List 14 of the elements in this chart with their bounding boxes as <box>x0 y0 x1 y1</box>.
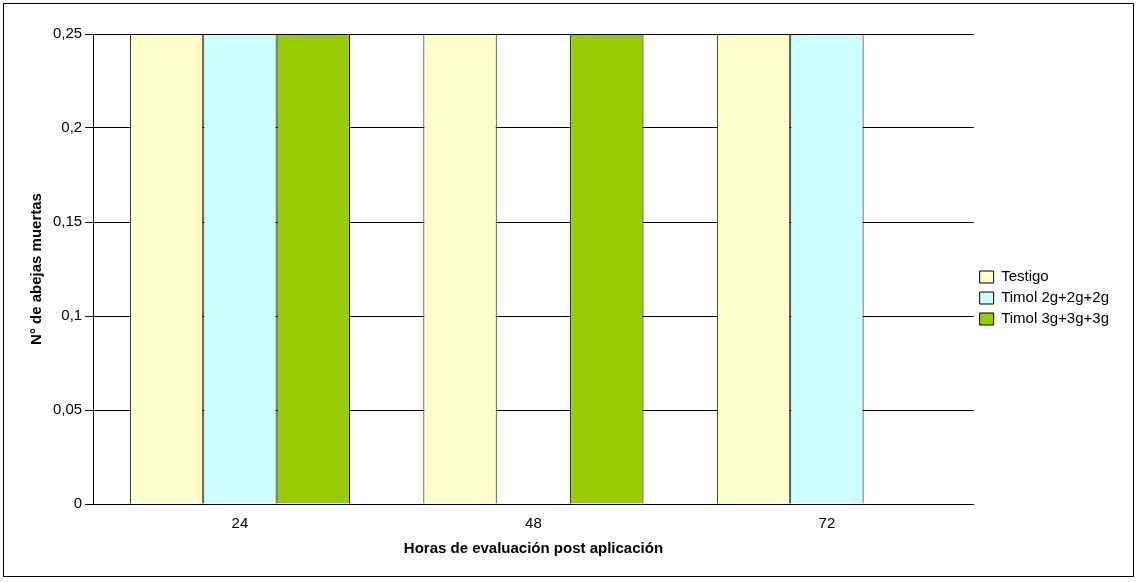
y-tick-label: 0 <box>73 494 83 512</box>
y-tick-label: 0,2 <box>61 118 83 136</box>
x-tick-label: 72 <box>818 514 836 532</box>
y-tick-label: 0,05 <box>52 400 83 418</box>
x-tick-label: 24 <box>231 514 249 532</box>
y-tick-label: 0,25 <box>52 24 83 42</box>
legend-label: Timol 3g+3g+3g <box>1001 309 1110 327</box>
x-axis-title: Horas de evaluación post aplicación <box>403 539 664 557</box>
legend-label: Timol 2g+2g+2g <box>1001 288 1110 306</box>
y-tick-label: 0,15 <box>52 212 83 230</box>
y-axis-title: N° de abejas muertas <box>27 193 45 345</box>
x-tick-label: 48 <box>525 514 542 532</box>
y-tick-label: 0,1 <box>61 306 83 324</box>
legend-label: Testigo <box>1001 267 1049 285</box>
